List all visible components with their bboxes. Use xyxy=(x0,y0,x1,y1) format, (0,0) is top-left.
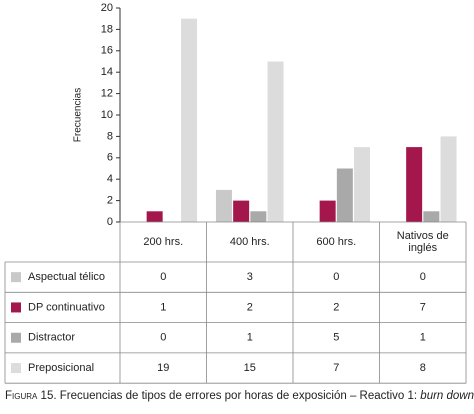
legend-swatch xyxy=(11,302,21,313)
legend-label: Aspectual télico xyxy=(28,271,105,283)
caption: Figura 15. Frecuencias de tipos de error… xyxy=(5,390,474,402)
bar xyxy=(354,147,371,222)
bar xyxy=(336,168,353,222)
legend-swatch xyxy=(11,272,21,283)
y-tick-label: 18 xyxy=(101,23,113,35)
y-tick-label: 16 xyxy=(101,45,113,57)
table-value: 0 xyxy=(333,271,339,283)
y-tick-label: 4 xyxy=(107,173,113,185)
x-tick-label: 400 hrs. xyxy=(229,236,270,248)
table-value: 7 xyxy=(420,301,426,313)
caption-text: Frecuencias de tipos de errores por hora… xyxy=(59,390,418,402)
bar xyxy=(215,189,232,222)
table-value: 2 xyxy=(333,301,339,313)
y-tick-label: 14 xyxy=(101,66,113,78)
x-tick-label: 200 hrs. xyxy=(143,236,184,248)
bar xyxy=(267,61,284,222)
y-tick-label: 10 xyxy=(101,109,113,121)
y-tick-label: 0 xyxy=(107,216,113,228)
y-tick-label: 12 xyxy=(101,88,113,100)
legend-label: DP continuativo xyxy=(28,301,105,313)
legend-label: Preposicional xyxy=(28,362,94,374)
caption-label: Figura 15. xyxy=(5,390,57,402)
y-tick-label: 2 xyxy=(107,195,113,207)
table-value: 5 xyxy=(333,332,339,344)
x-tick-label: 600 hrs. xyxy=(316,236,357,248)
table-value: 0 xyxy=(420,271,426,283)
bar xyxy=(406,147,423,222)
table-value: 1 xyxy=(420,332,426,344)
table-value: 15 xyxy=(244,362,256,374)
table-value: 3 xyxy=(247,271,253,283)
bar xyxy=(250,211,267,222)
legend-swatch xyxy=(11,332,21,343)
bar xyxy=(181,18,198,223)
table-value: 7 xyxy=(333,362,339,374)
y-tick-label: 6 xyxy=(107,152,113,164)
table-value: 8 xyxy=(420,362,426,374)
legend-swatch xyxy=(11,363,21,374)
table-value: 1 xyxy=(160,301,166,313)
x-tick-label: Nativos de inglés xyxy=(396,230,449,254)
y-tick-label: 8 xyxy=(107,130,113,142)
y-axis-label: Frecuencias xyxy=(73,88,84,142)
table-value: 0 xyxy=(160,332,166,344)
table-value: 19 xyxy=(157,362,169,374)
bar xyxy=(233,200,250,222)
bar xyxy=(423,211,440,222)
caption-emphasis: burn down xyxy=(420,390,474,402)
table-value: 0 xyxy=(160,271,166,283)
table-value: 1 xyxy=(247,332,253,344)
bar xyxy=(440,136,457,222)
bar xyxy=(146,211,163,222)
table-value: 2 xyxy=(247,301,253,313)
legend-label: Distractor xyxy=(28,332,75,344)
y-tick-label: 20 xyxy=(101,2,113,14)
bar xyxy=(319,200,336,222)
